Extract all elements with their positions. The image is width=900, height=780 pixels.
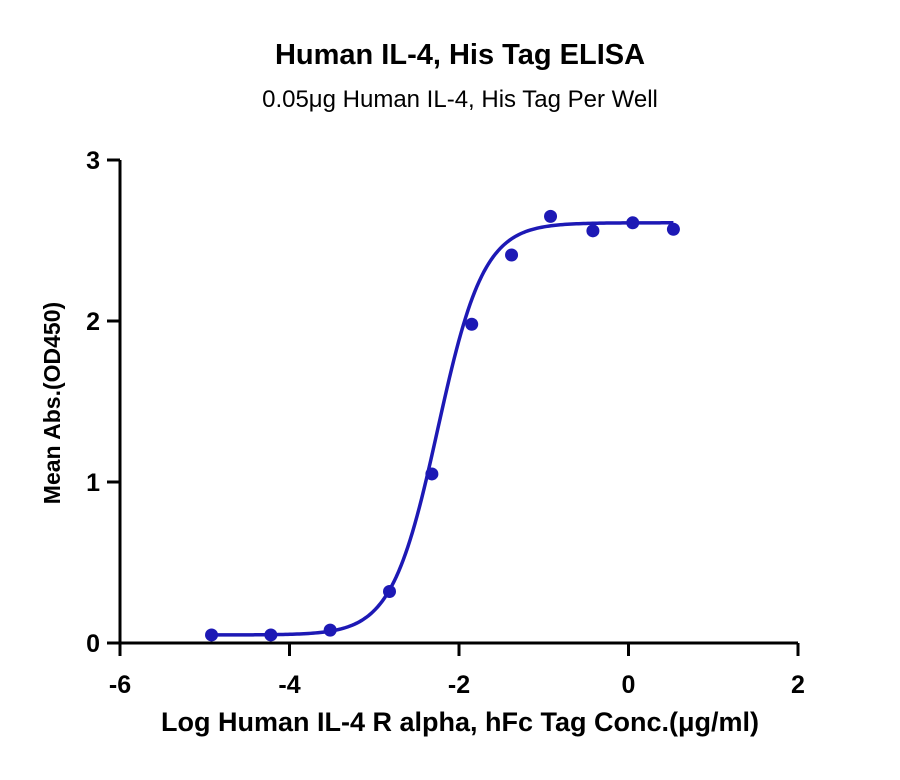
x-ticks: -6 -4 -2 0 2 (109, 643, 805, 699)
chart-subtitle: 0.05μg Human IL-4, His Tag Per Well (262, 86, 658, 113)
data-points (205, 209, 680, 642)
data-point (544, 209, 558, 223)
data-point (666, 222, 680, 236)
y-ticks: 0 1 2 3 (86, 147, 120, 658)
data-point (264, 628, 278, 642)
data-point (586, 224, 600, 238)
y-tick-label: 1 (86, 469, 100, 497)
data-point (323, 623, 337, 637)
chart-title: Human IL-4, His Tag ELISA (275, 39, 645, 71)
x-tick-label: 0 (622, 671, 636, 699)
y-axis-label: Mean Abs.(OD450) (39, 302, 65, 504)
x-axis-label: Log Human IL-4 R alpha, hFc Tag Conc.(μg… (161, 707, 759, 737)
data-point (465, 317, 479, 331)
y-tick-label: 0 (86, 630, 100, 658)
data-point (626, 216, 640, 230)
data-point (383, 584, 397, 598)
x-tick-label: -4 (278, 671, 300, 699)
data-point (425, 467, 439, 481)
x-tick-label: -6 (109, 671, 131, 699)
y-tick-label: 2 (86, 308, 100, 336)
y-tick-label: 3 (86, 147, 100, 175)
fit-curve (211, 221, 674, 637)
data-point (205, 628, 219, 642)
x-tick-label: 2 (791, 671, 805, 699)
data-point (505, 248, 519, 262)
x-tick-label: -2 (448, 671, 470, 699)
